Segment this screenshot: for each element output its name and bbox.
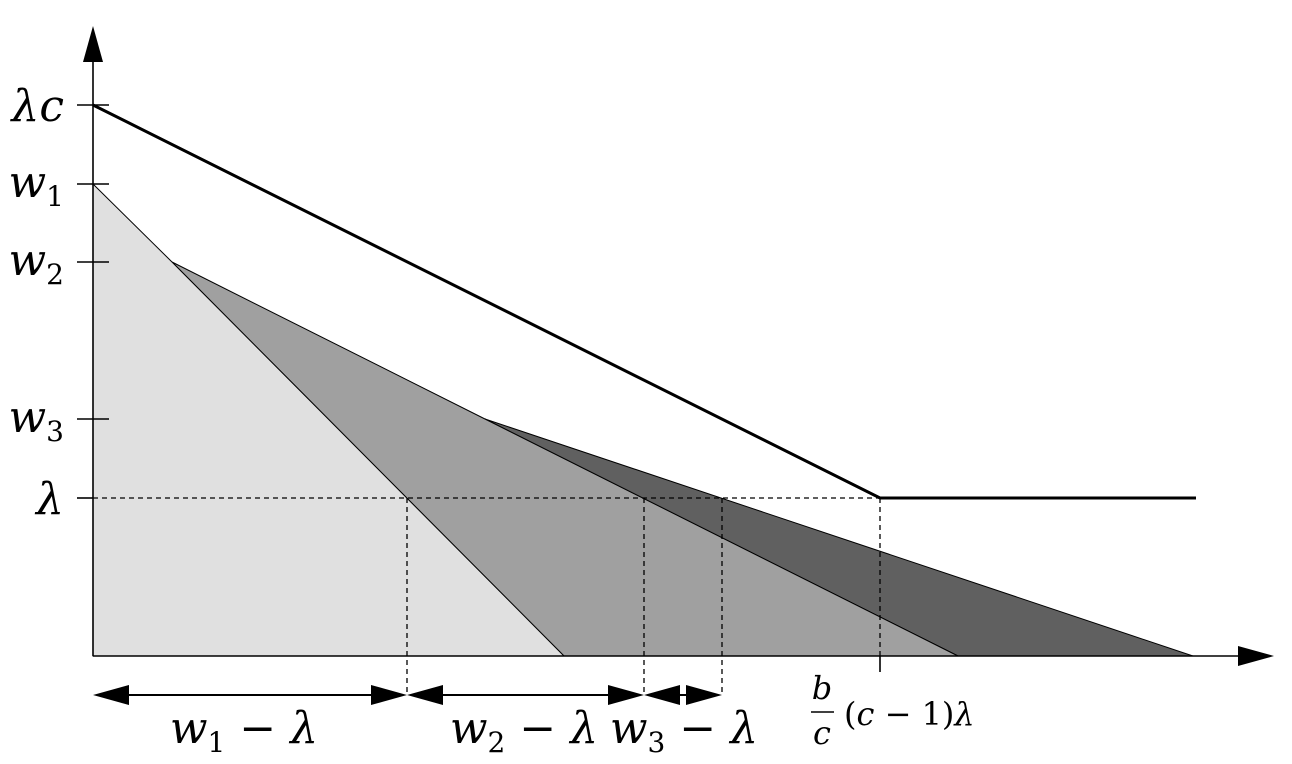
interval-3-right-head — [686, 685, 722, 705]
interval-label-w2: w2 − λ — [450, 703, 598, 759]
interval-arrows — [93, 685, 722, 705]
y-label-w3: w3 — [9, 392, 65, 448]
axes — [92, 58, 1240, 672]
upper-bound-curve — [92, 103, 1196, 500]
light-region — [92, 182, 566, 657]
interval-2-left-head — [407, 685, 443, 705]
y-label-lambda-c: λc — [9, 81, 64, 132]
y-ticks — [77, 104, 109, 499]
y-axis-arrowhead — [83, 26, 103, 62]
y-label-lambda: λ — [34, 474, 64, 525]
interval-label-w1: w1 − λ — [170, 703, 318, 759]
x-marker-expression: (c − 1)λ — [844, 695, 975, 733]
x-axis-arrowhead — [1238, 646, 1274, 666]
dashed-guides — [93, 497, 881, 695]
fraction-denominator: c — [813, 714, 831, 752]
interval-1-right-head — [371, 685, 407, 705]
interval-2-right-head — [608, 685, 644, 705]
y-label-w2: w2 — [9, 235, 65, 291]
fraction-numerator: b — [812, 669, 832, 707]
interval-1-left-head — [93, 685, 129, 705]
interval-3-left-head — [644, 685, 680, 705]
x-marker-label: b c (c − 1)λ — [811, 669, 975, 752]
y-label-w1: w1 — [9, 157, 65, 213]
interval-label-w3: w3 − λ — [610, 703, 758, 759]
